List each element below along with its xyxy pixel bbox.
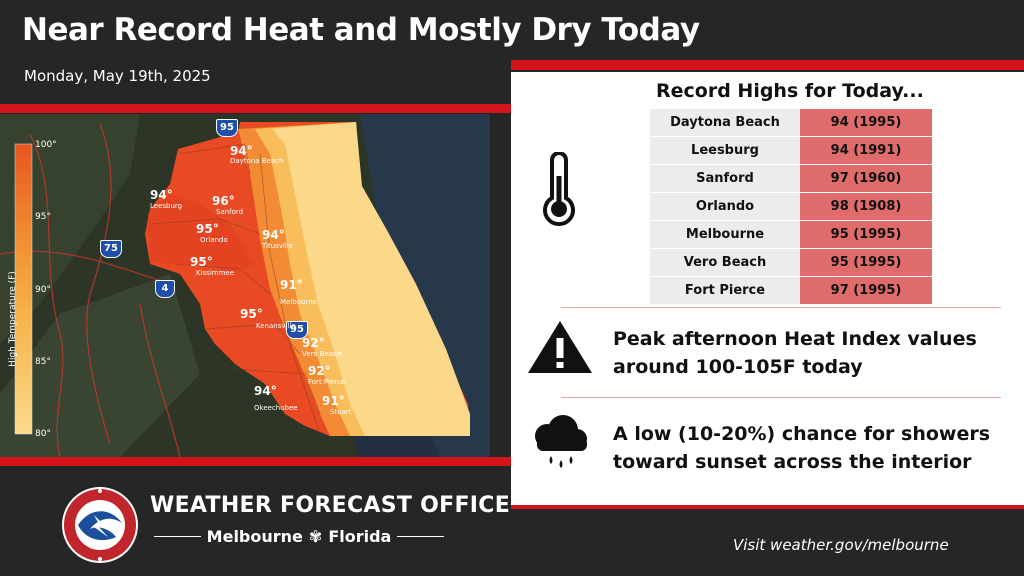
office-city: Melbourne — [206, 527, 303, 546]
city-label-sanford: 96° Sanford — [212, 194, 244, 216]
record-city: Leesburg — [650, 136, 800, 165]
divider — [561, 397, 1001, 398]
record-city: Sanford — [650, 164, 800, 193]
interstate-shield-icon: 75 — [100, 240, 122, 258]
divider-line — [154, 536, 201, 537]
interstate-shield-icon: 95 — [216, 119, 238, 137]
palm-tree-icon: ✾ — [308, 527, 323, 546]
record-city: Melbourne — [650, 220, 800, 249]
city-label-stuart: 91° Stuart — [322, 394, 352, 416]
nws-logo — [62, 487, 138, 563]
warning-icon — [528, 321, 592, 373]
city-label-fort-pierce: 92° Fort Pierce — [308, 364, 346, 386]
city-label-okeechobee: 94° Okeechobee — [254, 384, 298, 412]
legend-tick: 100° — [35, 140, 57, 150]
record-city: Vero Beach — [650, 248, 800, 277]
office-name: WEATHER FORECAST OFFICE — [150, 493, 511, 518]
record-value: 94 (1991) — [800, 136, 932, 165]
record-value: 97 (1995) — [800, 276, 932, 305]
rain-cloud-icon — [535, 415, 587, 468]
record-city: Orlando — [650, 192, 800, 221]
city-label-orlando: 95° Orlando — [196, 222, 228, 244]
interstate-shield-icon: 4 — [155, 280, 175, 298]
record-value: 98 (1908) — [800, 192, 932, 221]
table-row: Orlando 98 (1908) — [650, 192, 932, 221]
divider — [561, 307, 1001, 308]
city-label-vero-beach: 92° Vero Beach — [302, 336, 342, 358]
record-highs-table: Daytona Beach 94 (1995) Leesburg 94 (1991)… — [650, 109, 932, 305]
record-value: 95 (1995) — [800, 248, 932, 277]
legend-tick: 85° — [35, 357, 51, 367]
record-city: Daytona Beach — [650, 109, 800, 137]
heat-index-message: Peak afternoon Heat Index values around … — [613, 328, 977, 378]
record-value: 94 (1995) — [800, 109, 932, 137]
red-accent-bar-top-left — [0, 104, 512, 113]
page-title: Near Record Heat and Mostly Dry Today — [22, 12, 700, 48]
website-link[interactable]: Visit weather.gov/melbourne — [733, 536, 949, 554]
city-label-leesburg: 94° Leesburg — [150, 188, 183, 210]
legend-tick: 95° — [35, 212, 51, 222]
shower-chance-message: A low (10-20%) chance for showers toward… — [613, 423, 991, 473]
table-row: Sanford 97 (1960) — [650, 164, 932, 193]
city-label-melbourne: 91° Melbourne — [280, 278, 317, 306]
city-label-kenansville: 95° Kenansville — [240, 307, 296, 330]
table-row: Melbourne 95 (1995) — [650, 220, 932, 249]
table-row: Fort Pierce 97 (1995) — [650, 276, 932, 305]
legend-tick: 80° — [35, 429, 51, 439]
thermometer-icon — [543, 152, 575, 227]
red-accent-bar-top-right — [511, 60, 1024, 70]
legend-title: High Temperature (F) — [8, 271, 18, 367]
divider-line — [397, 536, 445, 537]
temperature-map: High Temperature (F) 100° 95° 90° 85° 80… — [0, 114, 490, 457]
table-row: Vero Beach 95 (1995) — [650, 248, 932, 277]
info-panel: Record Highs for Today... Daytona Beach 9… — [511, 72, 1024, 505]
interstate-shield-icon: 95 — [286, 321, 308, 339]
city-label-kissimmee: 95° Kissimmee — [190, 255, 235, 277]
red-accent-bar-bottom-left — [0, 457, 512, 466]
city-label-daytona-beach: 94° Daytona Beach — [230, 144, 284, 165]
forecast-date: Monday, May 19th, 2025 — [24, 67, 211, 85]
table-row: Daytona Beach 94 (1995) — [650, 109, 932, 137]
map-graphic — [0, 114, 490, 457]
record-value: 95 (1995) — [800, 220, 932, 249]
record-highs-title: Record Highs for Today... — [656, 80, 924, 102]
table-row: Leesburg 94 (1991) — [650, 136, 932, 165]
record-value: 97 (1960) — [800, 164, 932, 193]
office-location: Melbourne ✾ Florida — [154, 527, 445, 546]
legend-tick: 90° — [35, 285, 51, 295]
record-city: Fort Pierce — [650, 276, 800, 305]
city-label-titusville: 94° Titusville — [262, 228, 294, 250]
office-state: Florida — [328, 527, 392, 546]
